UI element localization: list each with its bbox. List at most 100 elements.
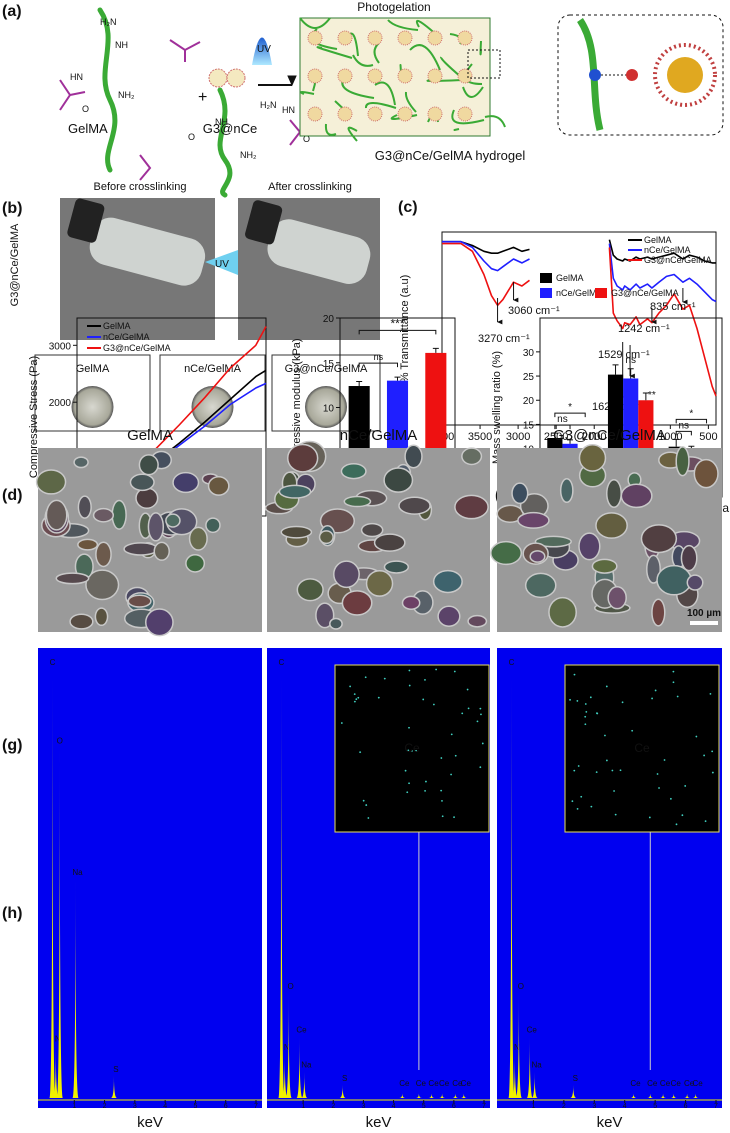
sem-pore [172, 471, 200, 494]
significance-bracket [358, 329, 437, 335]
eds-dot [411, 750, 413, 752]
uv-beam [252, 37, 272, 65]
eds-peak [630, 1093, 637, 1098]
error-bar [432, 347, 439, 353]
sem-pore [548, 596, 577, 628]
sem-pore [437, 605, 461, 628]
eds-dot [605, 759, 608, 762]
error-bar [356, 381, 363, 387]
eds-dot [604, 734, 606, 737]
eds-peak-label: O [57, 737, 63, 746]
y-axis-label: % Transmittance (a.u) [399, 275, 411, 383]
eds-dot [651, 697, 653, 700]
legend-label: G3@nCe/GelMA [103, 343, 171, 353]
significance-bracket [358, 362, 398, 368]
photo-title: Before crosslinking [94, 181, 187, 193]
eds-dot [648, 816, 651, 819]
panel-label: (c) [398, 199, 418, 216]
vial [267, 219, 371, 284]
eds-dot [584, 715, 587, 718]
hydrogel-fiber [484, 115, 506, 128]
eds-dot [676, 695, 679, 698]
sem-pore [578, 532, 601, 561]
eds-peak-label: C [50, 658, 56, 667]
negative-charge [589, 69, 601, 81]
plot-frame [441, 231, 717, 426]
eds-dot [711, 771, 714, 774]
x-tick-label: 5 [193, 1103, 197, 1110]
eds-peak-label: S [573, 1074, 578, 1083]
eds-peak-label: Ce [527, 1026, 538, 1035]
eds-dot [571, 800, 574, 803]
chem-label: H₂N [260, 100, 277, 110]
annotation: ns [625, 355, 636, 366]
eds-peak [508, 668, 515, 1098]
eds-peak [399, 1093, 406, 1098]
eds-dot [672, 670, 675, 673]
eds-dot [461, 712, 464, 715]
eds-peak [570, 1084, 577, 1098]
x-tick-label: 3 [592, 1103, 596, 1110]
methacryl-group [169, 39, 201, 62]
error-bar [627, 368, 634, 379]
eds-peak [460, 1093, 467, 1098]
sem-pore [591, 558, 618, 574]
sem-title: GelMA [127, 427, 173, 444]
sem-pore [280, 525, 313, 539]
uv-beam [205, 250, 238, 275]
legend-swatch [595, 288, 607, 298]
hydrogel-particle [367, 68, 383, 84]
methacryl-group [59, 79, 86, 111]
eds-dot [408, 669, 411, 672]
x-axis-label: keV [137, 1114, 163, 1131]
hydrogel-fiber [479, 40, 482, 56]
eds-dot [672, 681, 675, 684]
eds-peak-label: Na [301, 1061, 312, 1070]
x-tick-label: 3 [133, 1103, 137, 1110]
eds-peak-label: Ce [428, 1079, 439, 1088]
eds-peak [692, 1093, 699, 1098]
eds-peak [452, 1093, 459, 1098]
eds-dot [362, 799, 365, 802]
sample-dish [191, 386, 234, 428]
eds-dot [383, 677, 386, 680]
error-bar [642, 392, 649, 401]
sem-pore [534, 535, 572, 548]
x-axis-label: keV [366, 1114, 392, 1131]
eds-peak-label: C [279, 658, 285, 667]
y-axis-label: Mass swelling ratio (%) [491, 351, 503, 464]
eds-dot [435, 668, 438, 671]
eds-dot [425, 780, 427, 783]
x-tick-label: 4 [163, 1103, 167, 1110]
eds-dot [432, 703, 435, 706]
sem-pore [135, 487, 159, 509]
eds-peak [278, 668, 285, 1098]
sem-pore [432, 569, 463, 594]
eds-dot [408, 684, 411, 687]
sem-pore [656, 564, 692, 596]
hydrogel-fiber [316, 46, 353, 59]
x-tick-label: 5 [422, 1103, 426, 1110]
x-tick-label: 3000 [506, 431, 530, 443]
y-tick-label: 30 [523, 348, 535, 359]
eds-peak-label: S [342, 1074, 347, 1083]
hydrogel-fiber [453, 128, 460, 131]
nanoparticle-core [667, 57, 703, 93]
eds-peak-label: Ce [296, 1026, 307, 1035]
eds-peak [415, 1093, 422, 1098]
eds-peak [301, 1071, 308, 1098]
eds-dot [480, 713, 482, 716]
eds-peak [339, 1084, 346, 1098]
vial-cap [245, 200, 283, 245]
eds-peak [531, 1071, 538, 1098]
photo-title: After crosslinking [268, 181, 352, 193]
y-tick-label: 20 [523, 396, 535, 407]
eds-dot [695, 735, 698, 738]
eds-peak [285, 992, 292, 1098]
sem-pore [524, 572, 557, 599]
sem-pore [129, 473, 155, 492]
hydrogel-particle [367, 30, 383, 46]
y-tick-label: 20 [323, 314, 335, 325]
